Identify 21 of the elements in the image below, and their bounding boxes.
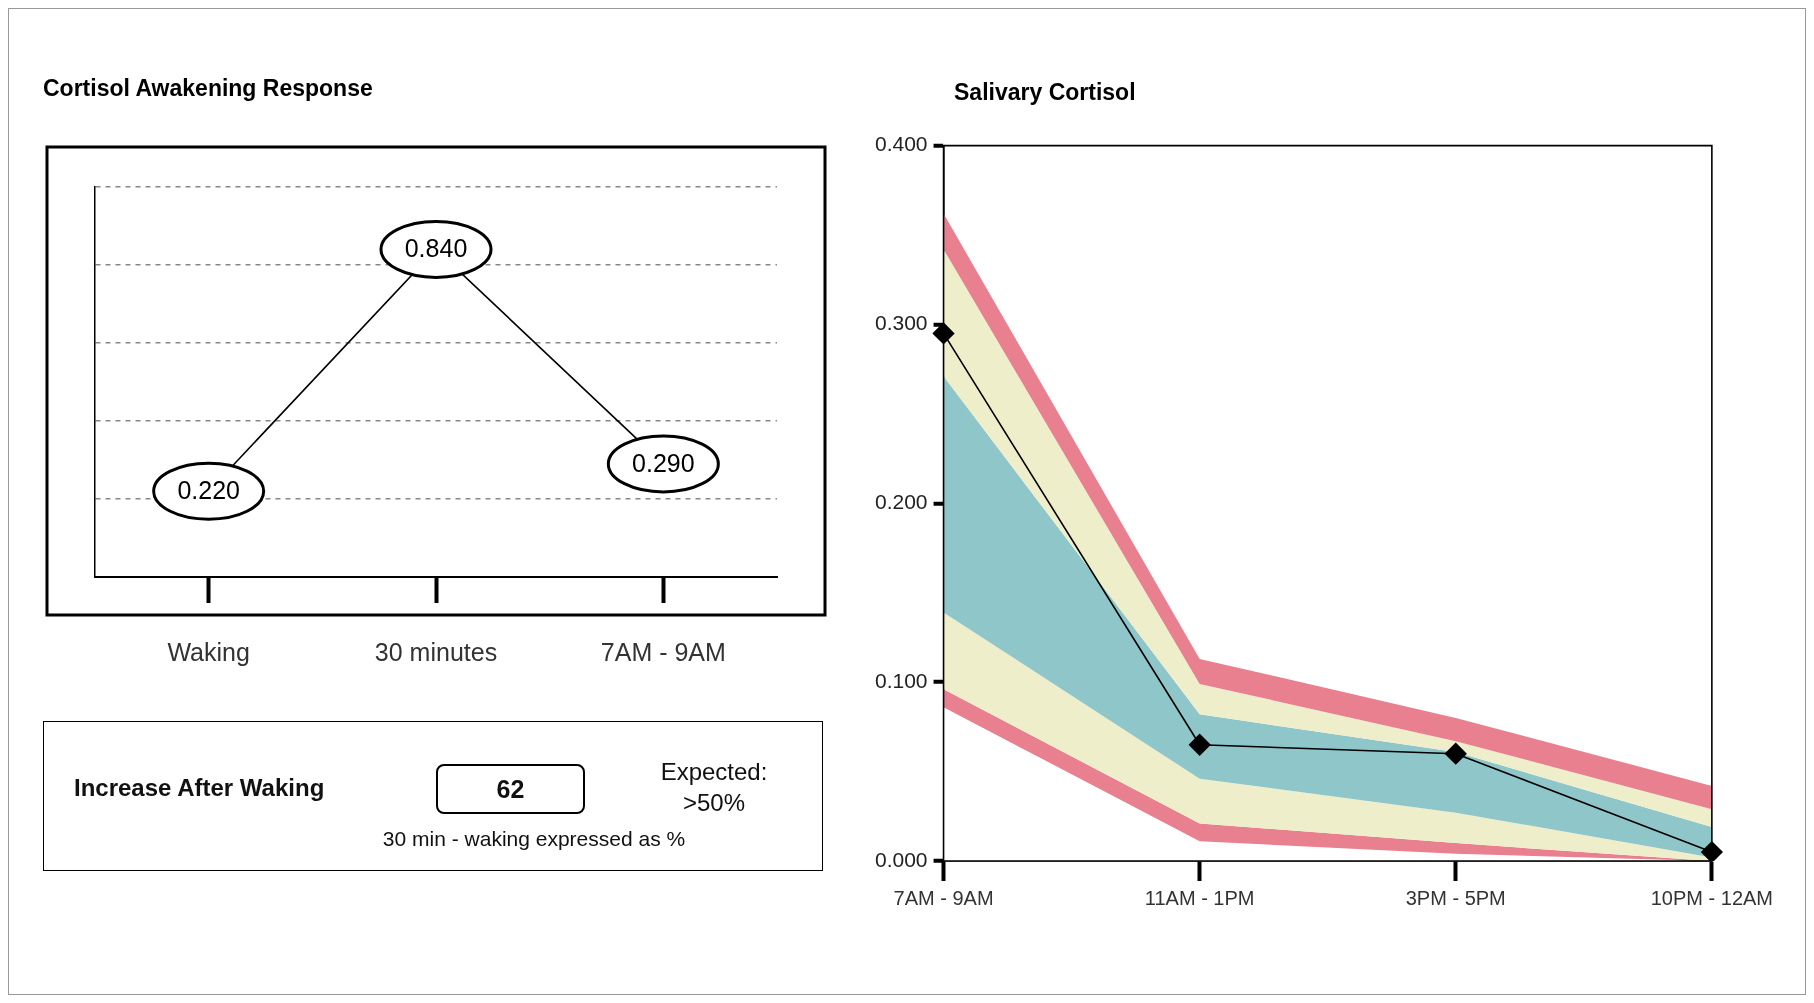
x-tick-label: 30 minutes [374,637,498,666]
x-tick-label: 3PM - 5PM [1405,886,1506,909]
y-tick-label: 0.200 [874,490,928,514]
y-tick-label: 0.300 [874,311,928,335]
x-tick-label: Waking [167,637,250,666]
x-tick-label: 7AM - 9AM [893,886,994,909]
y-tick-label: 0.100 [874,668,928,692]
text: Expected: >50% [659,757,769,818]
y-tick-label: 0.000 [874,847,928,871]
y-tick-label: 0.400 [874,132,928,156]
text: Increase After Waking [74,774,325,802]
x-tick-label: 11AM - 1PM [1144,886,1255,909]
data-label: 0.840 [404,234,468,263]
x-tick-label: 10PM - 12AM [1650,886,1773,909]
x-tick-label: 7AM - 9AM [600,637,726,666]
chart-title: Cortisol Awakening Response [43,75,373,102]
text: 30 min - waking expressed as % [381,827,687,851]
data-label: 0.290 [632,448,695,477]
data-label: 0.220 [177,476,240,505]
chart-title: Salivary Cortisol [954,79,1136,106]
text: 62 [436,764,585,814]
